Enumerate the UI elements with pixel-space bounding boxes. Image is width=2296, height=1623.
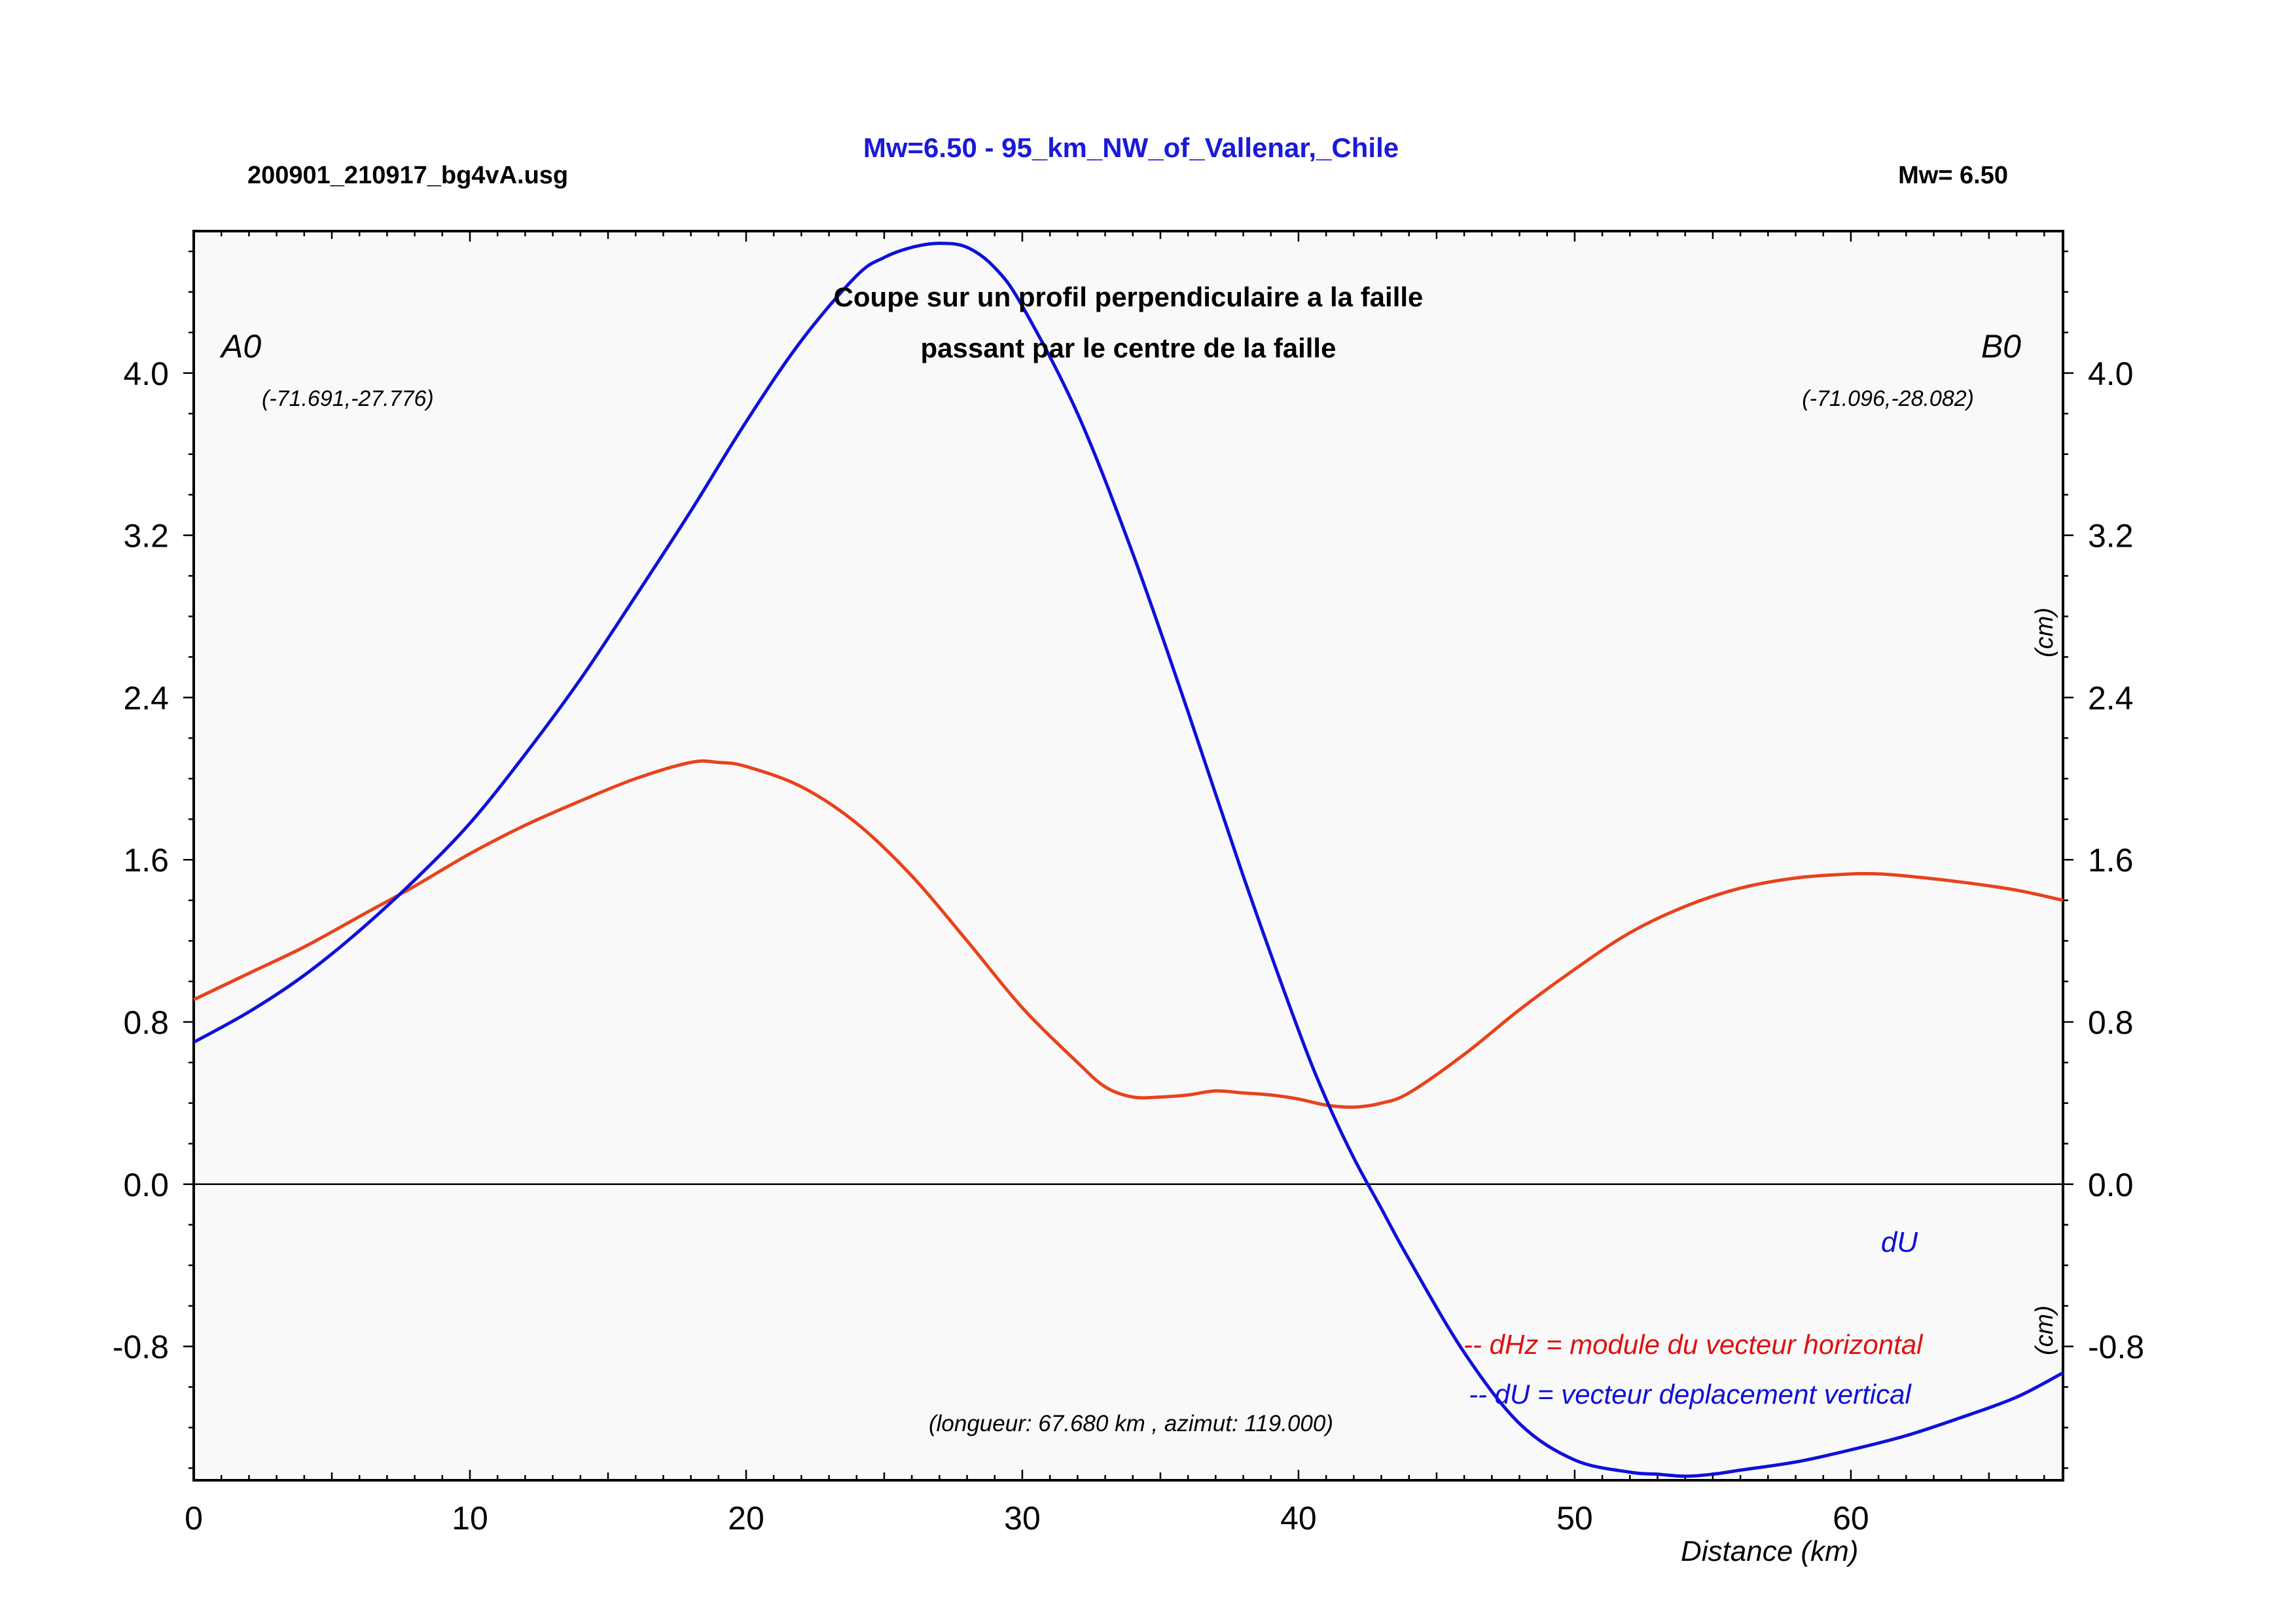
series-line-dhz xyxy=(192,759,2064,1109)
y-tick-label-right: 1.6 xyxy=(2088,842,2134,879)
magnitude-label: Mw= 6.50 xyxy=(1898,162,2008,189)
x-axis-label: Distance (km) xyxy=(1681,1535,1858,1567)
x-tick-label: 50 xyxy=(1556,1500,1593,1537)
legend-dhz: -- dHz = module du vecteur horizontal xyxy=(1463,1329,1924,1360)
y-tick-label-left: 1.6 xyxy=(123,842,169,879)
x-tick-labels: 0 10 20 30 40 50 60 xyxy=(185,1500,1869,1537)
end-point-coords: (-71.096,-28.082) xyxy=(1802,386,1974,411)
unit-label-lower: (cm) xyxy=(2031,1305,2058,1355)
du-series-tag: dU xyxy=(1881,1226,1918,1258)
y-tick-labels-left: -0.8 0.0 0.8 1.6 2.4 3.2 4.0 xyxy=(113,356,169,1366)
profile-info: (longueur: 67.680 km , azimut: 119.000) xyxy=(929,1411,1333,1436)
y-tick-label-right: 3.2 xyxy=(2088,518,2134,555)
event-title: Mw=6.50 - 95_km_NW_of_Vallenar,_Chile xyxy=(863,132,1399,163)
y-tick-label-right: 2.4 xyxy=(2088,680,2134,716)
start-point-coords: (-71.691,-27.776) xyxy=(262,386,434,411)
filename-label: 200901_210917_bg4vA.usg xyxy=(247,162,568,189)
legend-du: -- dU = vecteur deplacement vertical xyxy=(1469,1379,1912,1410)
y-tick-labels-right: -0.8 0.0 0.8 1.6 2.4 3.2 4.0 xyxy=(2088,356,2144,1366)
x-tick-label: 10 xyxy=(452,1500,488,1537)
plot-frame xyxy=(192,230,2064,1482)
y-tick-label-right: -0.8 xyxy=(2088,1329,2144,1366)
y-tick-label-left: 2.4 xyxy=(123,680,169,716)
plot-area xyxy=(194,231,2063,1480)
x-tick-label: 60 xyxy=(1833,1500,1869,1537)
y-tick-label-left: 0.0 xyxy=(123,1167,169,1203)
series-line-du xyxy=(192,242,2064,1478)
y-tick-label-right: 4.0 xyxy=(2088,356,2134,392)
x-tick-label: 20 xyxy=(728,1500,764,1537)
y-tick-label-left: 4.0 xyxy=(123,356,169,392)
unit-label-upper: (cm) xyxy=(2031,608,2058,657)
start-point-label: A0 xyxy=(219,328,261,365)
y-tick-label-left: 0.8 xyxy=(123,1004,169,1041)
plot-subtitle-line1: Coupe sur un profil perpendiculaire a la… xyxy=(834,282,1424,312)
x-tick-label: 40 xyxy=(1280,1500,1317,1537)
x-tick-label: 30 xyxy=(1004,1500,1041,1537)
y-tick-label-left: 3.2 xyxy=(123,518,169,555)
x-tick-label: 0 xyxy=(185,1500,203,1537)
y-tick-label-right: 0.8 xyxy=(2088,1004,2134,1041)
y-tick-label-right: 0.0 xyxy=(2088,1167,2134,1203)
end-point-label: B0 xyxy=(1981,328,2021,365)
y-tick-label-left: -0.8 xyxy=(113,1329,169,1366)
plot-subtitle-line2: passant par le centre de la faille xyxy=(921,333,1336,363)
